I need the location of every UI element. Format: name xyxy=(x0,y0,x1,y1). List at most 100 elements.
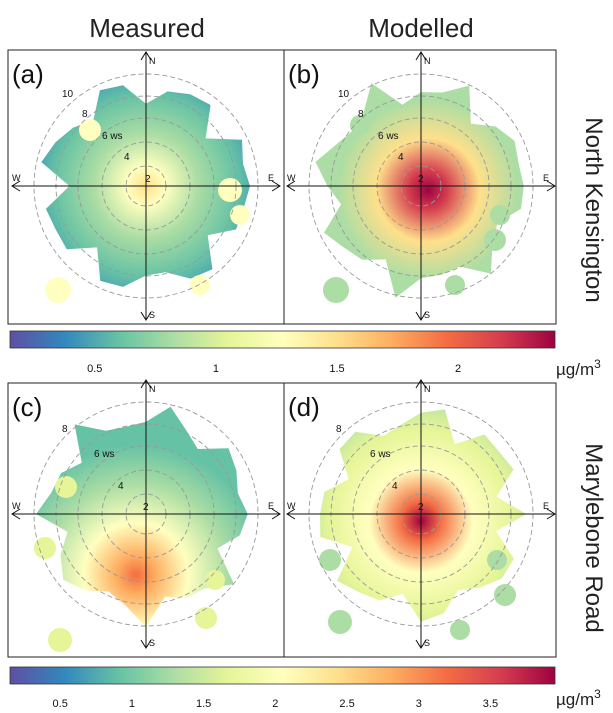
ring-label: 6 ws xyxy=(94,449,115,460)
concentration-patch xyxy=(48,628,72,652)
compass-w: W xyxy=(12,173,21,183)
colorbar-bottom-tick-label: 2 xyxy=(272,698,278,710)
colorbar-top-tick-label: 1.5 xyxy=(329,363,344,375)
compass-w: W xyxy=(287,173,296,183)
ring-label: 10 xyxy=(62,89,74,100)
ring-label: 4 xyxy=(118,481,124,492)
ring-label: 4 xyxy=(398,152,404,163)
concentration-patch xyxy=(79,119,101,141)
colorbar-bottom-tick-label: 3.5 xyxy=(483,698,498,710)
ring-label: 6 ws xyxy=(102,131,123,142)
east-arrowhead xyxy=(271,508,281,520)
concentration-patch xyxy=(445,275,465,295)
colorbar-top-tick-label: 0.5 xyxy=(87,363,102,375)
compass-e: E xyxy=(543,501,549,511)
concentration-patch xyxy=(45,277,71,303)
panel-label-c: (c) xyxy=(12,392,42,422)
ring-label: 10 xyxy=(338,89,350,100)
polar-panel-modelled-north-kensington: N S E W 2 4 6 ws 8 10 xyxy=(286,51,556,321)
concentration-patch xyxy=(205,570,225,590)
concentration-surface xyxy=(320,409,527,622)
compass-w: W xyxy=(12,501,21,511)
column-title-measured: Measured xyxy=(89,13,205,43)
concentration-patch xyxy=(218,178,242,202)
concentration-patch xyxy=(319,549,341,571)
colorbar-north-kensington xyxy=(9,330,556,349)
compass-s: S xyxy=(424,638,430,648)
west-arrowhead xyxy=(286,180,296,192)
compass-e: E xyxy=(268,173,274,183)
ring-label: 4 xyxy=(392,481,398,492)
panel-frame-top-row xyxy=(7,49,557,325)
concentration-patch xyxy=(55,476,77,498)
concentration-patch xyxy=(190,275,210,295)
colorbar-bottom-tick-label: 3 xyxy=(416,698,422,710)
ring-label: 8 xyxy=(336,424,342,435)
east-arrowhead xyxy=(546,180,556,192)
row-title-north-kensington: North Kensington xyxy=(580,117,607,302)
concentration-surface xyxy=(36,406,248,627)
colorbar-bottom-tick-label: 0.5 xyxy=(53,698,68,710)
colorbar-bottom-tick-label: 1 xyxy=(129,698,135,710)
column-title-modelled: Modelled xyxy=(368,13,474,43)
compass-e: E xyxy=(268,501,274,511)
east-arrowhead xyxy=(271,180,281,192)
compass-s: S xyxy=(149,310,155,320)
concentration-patch xyxy=(484,229,506,251)
south-arrowhead xyxy=(415,639,427,649)
row-title-marylebone-road: Marylebone Road xyxy=(580,443,607,632)
concentration-patch xyxy=(328,610,352,634)
concentration-patch xyxy=(490,205,510,225)
colorbar-bottom-tick-label: 1.5 xyxy=(196,698,211,710)
west-arrowhead xyxy=(286,508,296,520)
ring-label: 8 xyxy=(82,109,88,120)
compass-n: N xyxy=(424,56,431,66)
concentration-surface xyxy=(315,83,524,298)
polar-panel-measured-north-kensington: N S E W 2 46 ws 8 10 xyxy=(11,51,281,321)
colorbar-unit-bottom: µg/m3 xyxy=(556,687,601,709)
north-arrowhead xyxy=(415,379,427,389)
compass-n: N xyxy=(424,384,431,394)
west-arrowhead xyxy=(11,180,21,192)
colorbar-marylebone-road xyxy=(9,666,556,685)
ring-label: 2 xyxy=(418,174,424,185)
compass-n: N xyxy=(149,56,156,66)
ring-label: 2 xyxy=(145,174,151,185)
ring-label: 6 ws xyxy=(370,449,391,460)
ring-label: 2 xyxy=(418,502,424,513)
ring-label: 6 ws xyxy=(378,131,399,142)
ring-label: 8 xyxy=(62,424,68,435)
ring-label: 4 xyxy=(124,152,130,163)
compass-w: W xyxy=(287,501,296,511)
compass-e: E xyxy=(543,173,549,183)
north-arrowhead xyxy=(140,379,152,389)
north-arrowhead xyxy=(140,51,152,61)
concentration-patch xyxy=(323,277,349,303)
polar-panel-measured-marylebone-road: N S E W 2 4 6 ws 8 xyxy=(11,379,281,652)
south-arrowhead xyxy=(140,639,152,649)
compass-s: S xyxy=(424,310,430,320)
colorbar-top-tick-label: 1 xyxy=(213,363,219,375)
colorbar-unit-top: µg/m3 xyxy=(556,357,601,379)
concentration-patch xyxy=(487,550,507,570)
west-arrowhead xyxy=(11,508,21,520)
concentration-patch xyxy=(195,607,217,629)
concentration-patch xyxy=(34,537,56,559)
ring-label: 2 xyxy=(143,502,149,513)
compass-s: S xyxy=(149,638,155,648)
ring-label: 8 xyxy=(358,109,364,120)
colorbar-top-tick-label: 2 xyxy=(455,363,461,375)
compass-n: N xyxy=(149,384,156,394)
east-arrowhead xyxy=(546,508,556,520)
north-arrowhead xyxy=(415,51,427,61)
panel-label-b: (b) xyxy=(288,59,320,89)
panel-label-a: (a) xyxy=(12,59,44,89)
panel-frame-bottom-row xyxy=(7,382,557,658)
polar-panel-modelled-marylebone-road: N S E W 2 4 6 ws 8 xyxy=(286,379,556,649)
colorbar-bottom-tick-label: 2.5 xyxy=(339,698,354,710)
concentration-patch xyxy=(230,205,250,225)
panel-label-d: (d) xyxy=(288,392,320,422)
south-arrowhead xyxy=(415,311,427,321)
concentration-patch xyxy=(494,584,516,606)
